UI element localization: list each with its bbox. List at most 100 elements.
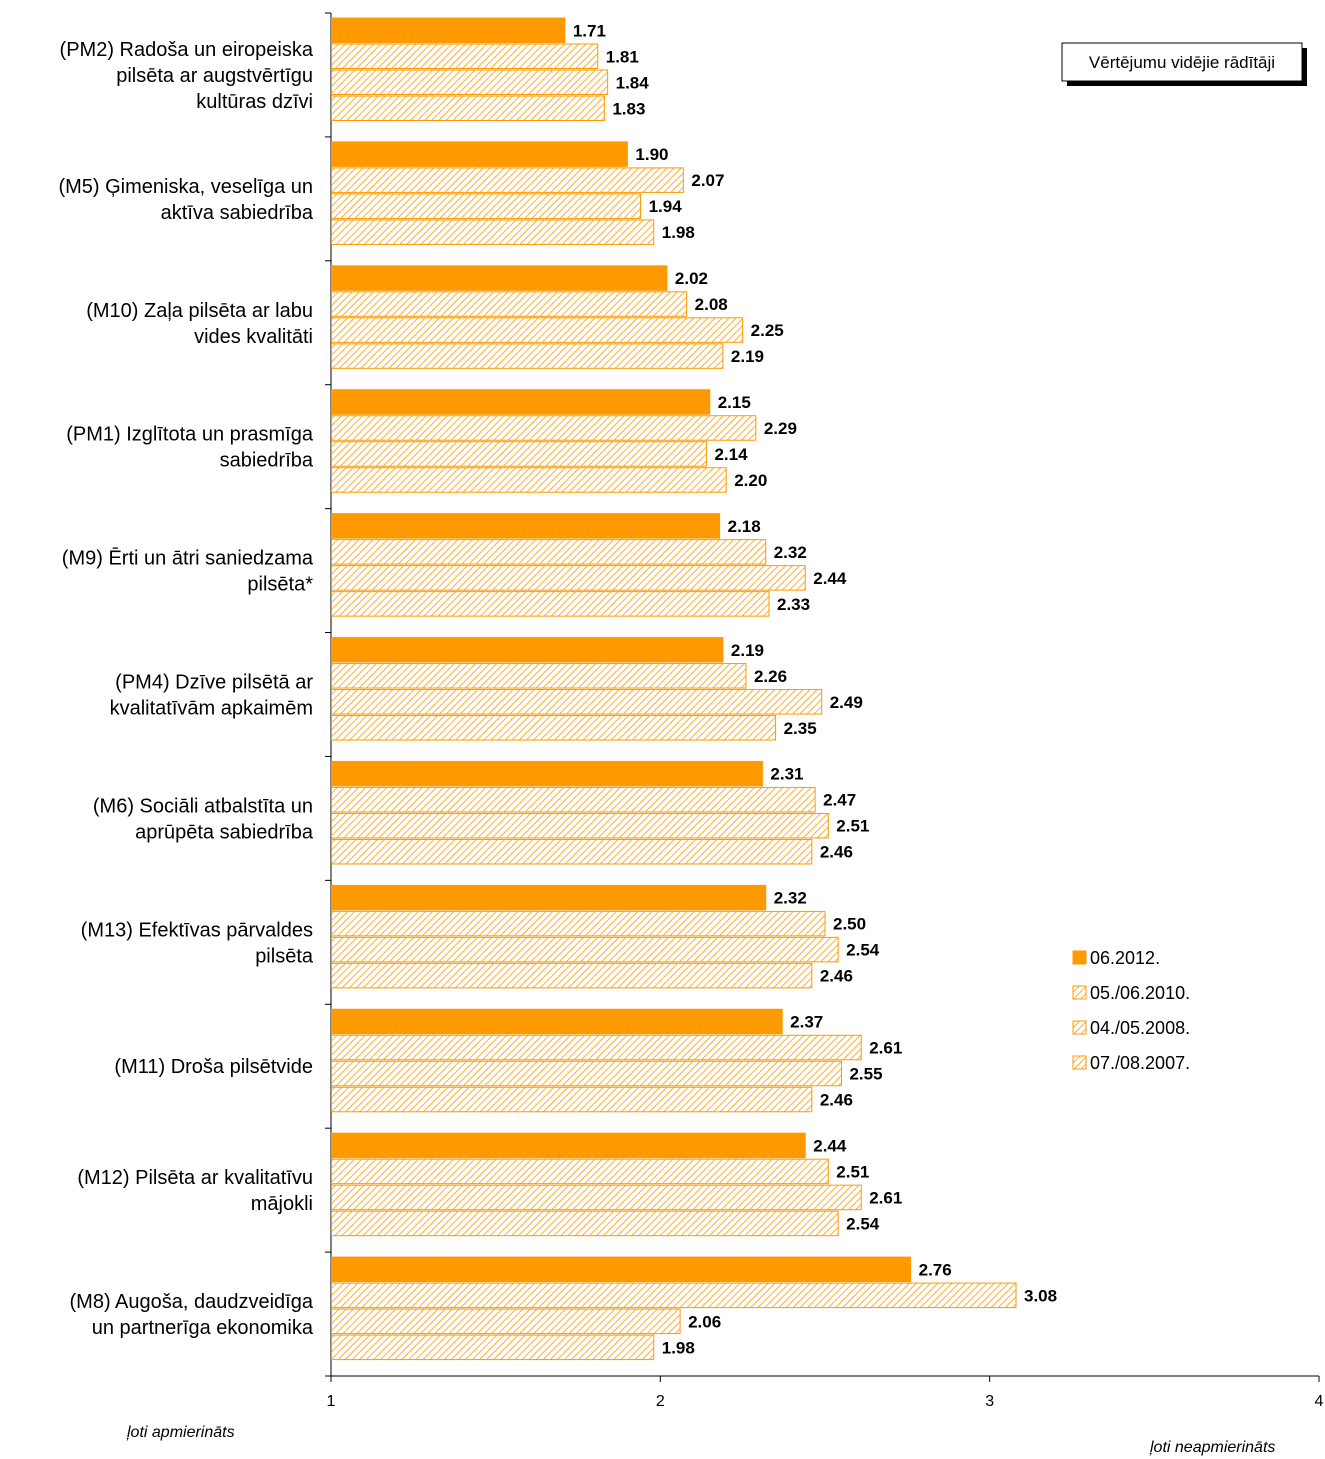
bar: [331, 467, 727, 493]
data-label: 2.54: [846, 941, 880, 960]
bar: [331, 43, 599, 69]
x-tick-label: 2: [656, 1393, 665, 1410]
category-label-line: (PM1) Izglītota un prasmīga: [66, 424, 314, 446]
data-label: 2.29: [764, 419, 797, 438]
bar: [331, 1334, 655, 1361]
bar: [331, 343, 724, 369]
bar: [331, 219, 655, 245]
bar: [331, 1256, 912, 1283]
chart-title: Vērtējumu vidējie rādītāji: [1089, 53, 1275, 72]
bar: [331, 565, 806, 591]
legend-label: 06.2012.: [1090, 948, 1160, 968]
bar: [331, 513, 721, 539]
bar: [331, 415, 757, 441]
x-tick-label: 4: [1315, 1393, 1324, 1410]
category-label-line: (PM2) Radoša un eiropeiska: [60, 39, 314, 61]
bar: [331, 141, 628, 167]
bar: [331, 786, 816, 813]
data-label: 2.32: [774, 543, 807, 562]
chart-title-box: Vērtējumu vidējie rādītāji: [1061, 42, 1307, 86]
category-label: (M8) Augoša, daudzveidīga un partnerīga e…: [70, 1291, 314, 1339]
data-label: 2.06: [688, 1312, 721, 1331]
category-label: (M12) Pilsēta ar kvalitatīvu mājokli: [77, 1167, 313, 1215]
bar: [331, 1132, 806, 1159]
legend-label: 04./05.2008.: [1090, 1018, 1190, 1038]
bar: [331, 884, 767, 911]
data-label: 2.46: [820, 843, 853, 862]
category-label-line: vides kvalitāti: [194, 326, 313, 348]
category-label-line: mājokli: [251, 1193, 313, 1215]
data-label: 1.71: [573, 21, 606, 40]
legend-swatch: [1072, 985, 1087, 1000]
data-label: 2.33: [777, 595, 810, 614]
data-label: 2.14: [714, 445, 748, 464]
data-label: 2.32: [774, 889, 807, 908]
bar: [331, 760, 763, 787]
data-label: 2.15: [718, 393, 751, 412]
category-label-line: kultūras dzīvi: [196, 91, 313, 113]
data-label: 2.50: [833, 915, 866, 934]
data-label: 1.83: [612, 99, 645, 118]
data-label: 1.84: [616, 73, 650, 92]
category-label-line: (PM4) Dzīve pilsētā ar: [115, 672, 313, 694]
data-label: 2.46: [820, 1091, 853, 1110]
bar: [331, 265, 668, 291]
category-label: (PM2) Radoša un eiropeiska pilsēta ar aug…: [60, 39, 314, 113]
data-label: 2.49: [830, 693, 863, 712]
category-label: (PM1) Izglītota un prasmīga sabiedrība: [66, 424, 314, 472]
data-label: 1.98: [662, 223, 695, 242]
data-label: 1.81: [606, 47, 639, 66]
bar: [331, 910, 826, 937]
category-label: (PM4) Dzīve pilsētā ar kvalitatīvām apkai…: [110, 672, 314, 720]
data-label: 2.08: [695, 295, 728, 314]
category-label-line: un partnerīga ekonomika: [92, 1317, 314, 1339]
category-label-line: (M5) Ģimeniska, veselīga un: [58, 176, 313, 198]
category-label: (M9) Ērti un ātri saniedzama pilsēta*: [62, 547, 314, 596]
category-label-line: sabiedrība: [220, 450, 314, 472]
x-tick-label: 3: [985, 1393, 994, 1410]
bar: [331, 1034, 862, 1061]
data-label: 2.44: [813, 569, 847, 588]
x-axis-left-label: ļoti apmierināts: [126, 1424, 235, 1441]
bar: [331, 539, 767, 565]
category-label-line: pilsēta: [255, 945, 314, 967]
bar: [331, 812, 829, 839]
category-label-line: (M8) Augoša, daudzveidīga: [70, 1291, 314, 1313]
bar: [331, 291, 688, 317]
bar: [331, 389, 711, 415]
legend-swatch: [1072, 1020, 1087, 1035]
bar: [331, 591, 770, 617]
data-label: 2.20: [734, 471, 767, 490]
category-label: (M10) Zaļa pilsēta ar labu vides kvalitāt…: [86, 300, 313, 348]
legend-swatch: [1072, 1055, 1087, 1070]
category-label: (M6) Sociāli atbalstīta un aprūpēta sabie…: [93, 795, 314, 843]
bar: [331, 1008, 783, 1035]
data-label: 2.31: [770, 765, 803, 784]
data-label: 2.61: [869, 1039, 902, 1058]
data-label: 3.08: [1024, 1286, 1057, 1305]
bar: [331, 17, 566, 43]
bar: [331, 193, 642, 219]
data-label: 2.54: [846, 1214, 880, 1233]
bar: [331, 95, 605, 121]
x-tick-label: 1: [327, 1393, 336, 1410]
data-label: 2.46: [820, 967, 853, 986]
bar: [331, 1060, 842, 1087]
x-axis-right-label: ļoti neapmierināts: [1149, 1439, 1275, 1456]
category-label-line: (M12) Pilsēta ar kvalitatīvu: [77, 1167, 313, 1189]
plot-area: 1 2 3 4 1.711.81 1.84 1.83 (PM2) Radoša un eiro…: [58, 12, 1324, 1410]
data-label: 2.19: [731, 347, 764, 366]
bar: [331, 838, 813, 865]
bar: [331, 962, 813, 989]
data-label: 2.19: [731, 641, 764, 660]
data-label: 1.90: [635, 145, 668, 164]
category-label: (M11) Droša pilsētvide: [114, 1056, 313, 1078]
bar: [331, 1158, 829, 1185]
data-label: 2.37: [790, 1013, 823, 1032]
category-label: (M13) Efektīvas pārvaldes pilsēta: [81, 919, 314, 967]
data-label: 2.47: [823, 791, 856, 810]
category-label-line: (M11) Droša pilsētvide: [114, 1056, 313, 1078]
category-label-line: kvalitatīvām apkaimēm: [110, 698, 313, 720]
title-box: [1061, 42, 1303, 82]
